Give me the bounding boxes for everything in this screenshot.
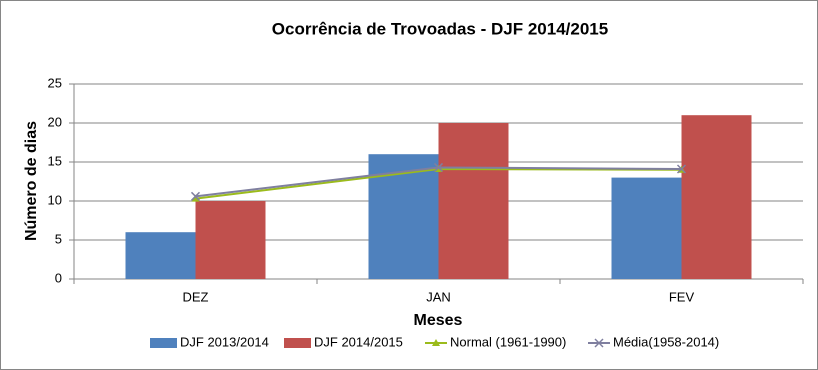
y-tick-label: 0 (55, 270, 62, 285)
line-marker (432, 339, 440, 346)
legend-label: DJF 2013/2014 (180, 334, 269, 349)
y-axis-title: Número de dias (23, 121, 40, 241)
bar (438, 123, 509, 279)
line-marker (433, 162, 444, 172)
y-tick-label: 5 (55, 231, 62, 246)
bar (195, 201, 266, 279)
legend-label: Normal (1961-1990) (450, 334, 566, 349)
x-tick-label: DEZ (183, 289, 209, 304)
x-tick-label: FEV (669, 289, 695, 304)
x-tick-label: JAN (426, 289, 451, 304)
line-marker (676, 164, 687, 174)
bar (611, 177, 682, 279)
chart-title: Ocorrência de Trovoadas - DJF 2014/2015 (272, 19, 608, 38)
line-marker (594, 338, 604, 348)
legend-label: DJF 2014/2015 (314, 334, 403, 349)
line-marker (191, 194, 200, 202)
y-tick-label: 20 (48, 114, 62, 129)
line-marker (190, 191, 201, 201)
bar (125, 232, 196, 279)
legend-label: Média(1958-2014) (613, 334, 719, 349)
legend-swatch (150, 338, 177, 348)
y-tick-label: 25 (48, 75, 62, 90)
x-axis-title: Meses (414, 312, 463, 329)
legend-swatch (284, 338, 311, 348)
y-tick-label: 15 (48, 153, 62, 168)
bar (681, 115, 752, 279)
y-tick-label: 10 (48, 192, 62, 207)
